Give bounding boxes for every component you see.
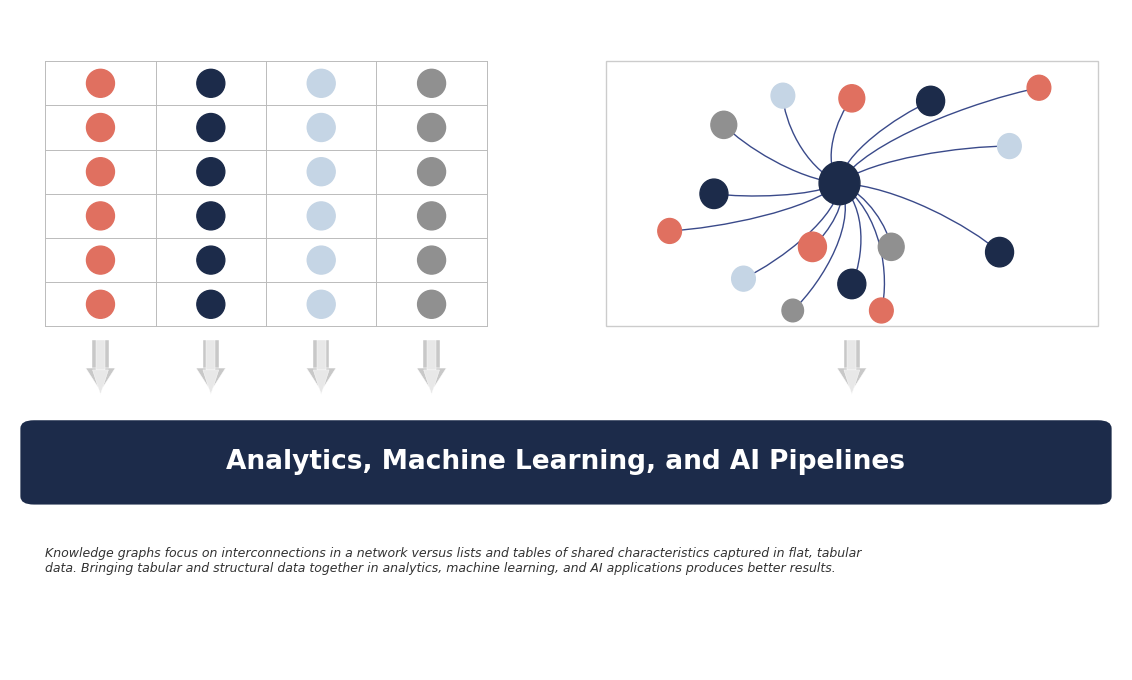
Ellipse shape bbox=[307, 246, 335, 274]
Ellipse shape bbox=[418, 158, 446, 186]
FancyBboxPatch shape bbox=[96, 340, 105, 370]
Ellipse shape bbox=[700, 179, 728, 209]
Ellipse shape bbox=[997, 133, 1021, 158]
Text: Knowledge graphs focus on interconnections in a network versus lists and tables : Knowledge graphs focus on interconnectio… bbox=[45, 547, 861, 575]
Ellipse shape bbox=[307, 158, 335, 186]
Ellipse shape bbox=[307, 290, 335, 318]
Polygon shape bbox=[203, 370, 218, 394]
Ellipse shape bbox=[197, 69, 225, 97]
Ellipse shape bbox=[197, 246, 225, 274]
Polygon shape bbox=[837, 368, 867, 391]
Ellipse shape bbox=[711, 112, 737, 139]
Ellipse shape bbox=[771, 83, 795, 108]
Polygon shape bbox=[314, 370, 329, 394]
FancyBboxPatch shape bbox=[20, 420, 1112, 505]
FancyBboxPatch shape bbox=[314, 340, 329, 368]
Ellipse shape bbox=[820, 162, 860, 205]
FancyBboxPatch shape bbox=[606, 61, 1098, 326]
Ellipse shape bbox=[307, 114, 335, 141]
Ellipse shape bbox=[418, 246, 446, 274]
FancyBboxPatch shape bbox=[843, 340, 860, 368]
FancyBboxPatch shape bbox=[427, 340, 436, 370]
Polygon shape bbox=[86, 368, 115, 391]
Ellipse shape bbox=[878, 233, 904, 260]
Ellipse shape bbox=[917, 86, 944, 116]
FancyBboxPatch shape bbox=[206, 340, 215, 370]
Ellipse shape bbox=[418, 114, 446, 141]
FancyBboxPatch shape bbox=[203, 340, 218, 368]
Ellipse shape bbox=[782, 299, 804, 322]
Ellipse shape bbox=[86, 114, 114, 141]
Ellipse shape bbox=[86, 202, 114, 230]
Polygon shape bbox=[93, 370, 109, 394]
Ellipse shape bbox=[197, 202, 225, 230]
Ellipse shape bbox=[86, 246, 114, 274]
Ellipse shape bbox=[869, 298, 893, 323]
Ellipse shape bbox=[86, 158, 114, 186]
Ellipse shape bbox=[197, 114, 225, 141]
Ellipse shape bbox=[838, 269, 866, 299]
FancyBboxPatch shape bbox=[317, 340, 326, 370]
Ellipse shape bbox=[839, 85, 865, 112]
FancyBboxPatch shape bbox=[423, 340, 439, 368]
Ellipse shape bbox=[658, 218, 681, 243]
Polygon shape bbox=[196, 368, 225, 391]
Polygon shape bbox=[843, 370, 860, 394]
Ellipse shape bbox=[86, 69, 114, 97]
Polygon shape bbox=[307, 368, 336, 391]
Ellipse shape bbox=[986, 237, 1013, 267]
Ellipse shape bbox=[86, 290, 114, 318]
Ellipse shape bbox=[418, 202, 446, 230]
Ellipse shape bbox=[731, 266, 755, 291]
Ellipse shape bbox=[307, 202, 335, 230]
Ellipse shape bbox=[798, 232, 826, 262]
Ellipse shape bbox=[197, 158, 225, 186]
Ellipse shape bbox=[418, 290, 446, 318]
Ellipse shape bbox=[307, 69, 335, 97]
FancyBboxPatch shape bbox=[848, 340, 856, 370]
Ellipse shape bbox=[418, 69, 446, 97]
Ellipse shape bbox=[1027, 75, 1050, 100]
Polygon shape bbox=[423, 370, 439, 394]
FancyBboxPatch shape bbox=[93, 340, 109, 368]
Polygon shape bbox=[417, 368, 446, 391]
Text: Analytics, Machine Learning, and AI Pipelines: Analytics, Machine Learning, and AI Pipe… bbox=[226, 449, 906, 475]
Ellipse shape bbox=[197, 290, 225, 318]
